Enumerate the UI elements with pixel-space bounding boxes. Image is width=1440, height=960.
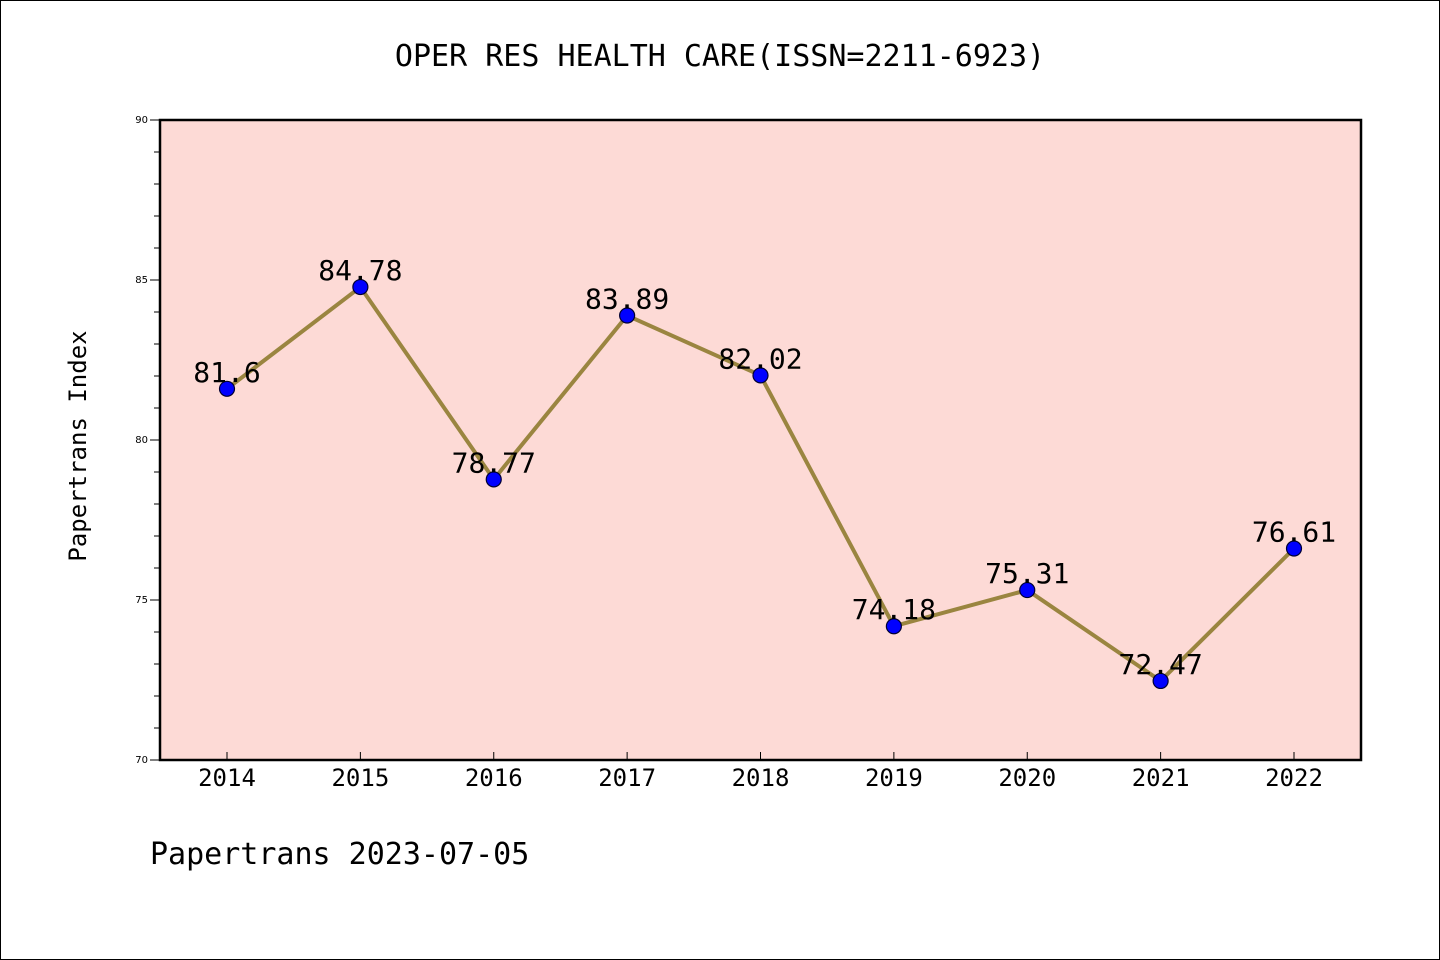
data-label-2019: 74.18 bbox=[852, 593, 936, 626]
data-point-2016 bbox=[485, 471, 502, 488]
x-tick-label: 2014 bbox=[198, 764, 256, 792]
data-point-2017 bbox=[619, 307, 636, 324]
y-axis-label: Papertrans Index bbox=[64, 330, 92, 561]
x-tick-label: 2021 bbox=[1132, 764, 1190, 792]
y-tick-label: 85 bbox=[135, 275, 148, 286]
data-label-2018: 82.02 bbox=[718, 342, 802, 375]
data-label-2020: 75.31 bbox=[985, 557, 1069, 590]
data-label-2014: 81.6 bbox=[193, 356, 260, 389]
x-tick-label: 2015 bbox=[331, 764, 389, 792]
x-axis: 2014 2015 2016 2017 2018 2019 2020 2021 2022 bbox=[198, 752, 1323, 792]
y-tick-label: 70 bbox=[135, 755, 148, 766]
data-point-2020 bbox=[1019, 581, 1036, 599]
x-tick-label: 2017 bbox=[598, 764, 656, 792]
data-point-2021 bbox=[1152, 672, 1169, 690]
data-point-2018 bbox=[752, 367, 769, 384]
data-points bbox=[218, 278, 1303, 690]
data-label-2021: 72.47 bbox=[1118, 648, 1202, 681]
x-tick-label: 2019 bbox=[865, 764, 923, 792]
data-point-2014 bbox=[218, 380, 236, 397]
data-point-2022 bbox=[1285, 540, 1303, 557]
data-point-2015 bbox=[352, 278, 369, 296]
data-label-2022: 76.61 bbox=[1252, 515, 1336, 548]
footer-caption: Papertrans 2023-07-05 bbox=[150, 837, 529, 872]
plot-area bbox=[158, 118, 1363, 762]
y-tick-label: 80 bbox=[135, 435, 148, 446]
y-tick-label: 90 bbox=[135, 115, 148, 126]
data-labels: 81.6 84.78 78.77 83.89 82.02 74.18 75.31 72.47 7… bbox=[193, 254, 1336, 681]
data-label-2015: 84.78 bbox=[318, 254, 402, 287]
x-tick-label: 2020 bbox=[998, 764, 1056, 792]
x-tick-label: 2018 bbox=[732, 764, 790, 792]
y-axis: 70 75 80 85 90 bbox=[135, 115, 160, 766]
data-label-2017: 83.89 bbox=[585, 283, 669, 316]
chart-title: OPER RES HEALTH CARE(ISSN=2211-6923) bbox=[395, 39, 1045, 74]
data-point-2019 bbox=[885, 618, 902, 635]
data-label-2016: 78.77 bbox=[452, 446, 536, 479]
y-tick-label: 75 bbox=[135, 595, 148, 606]
x-tick-label: 2016 bbox=[465, 764, 523, 792]
x-tick-label: 2022 bbox=[1265, 764, 1323, 792]
